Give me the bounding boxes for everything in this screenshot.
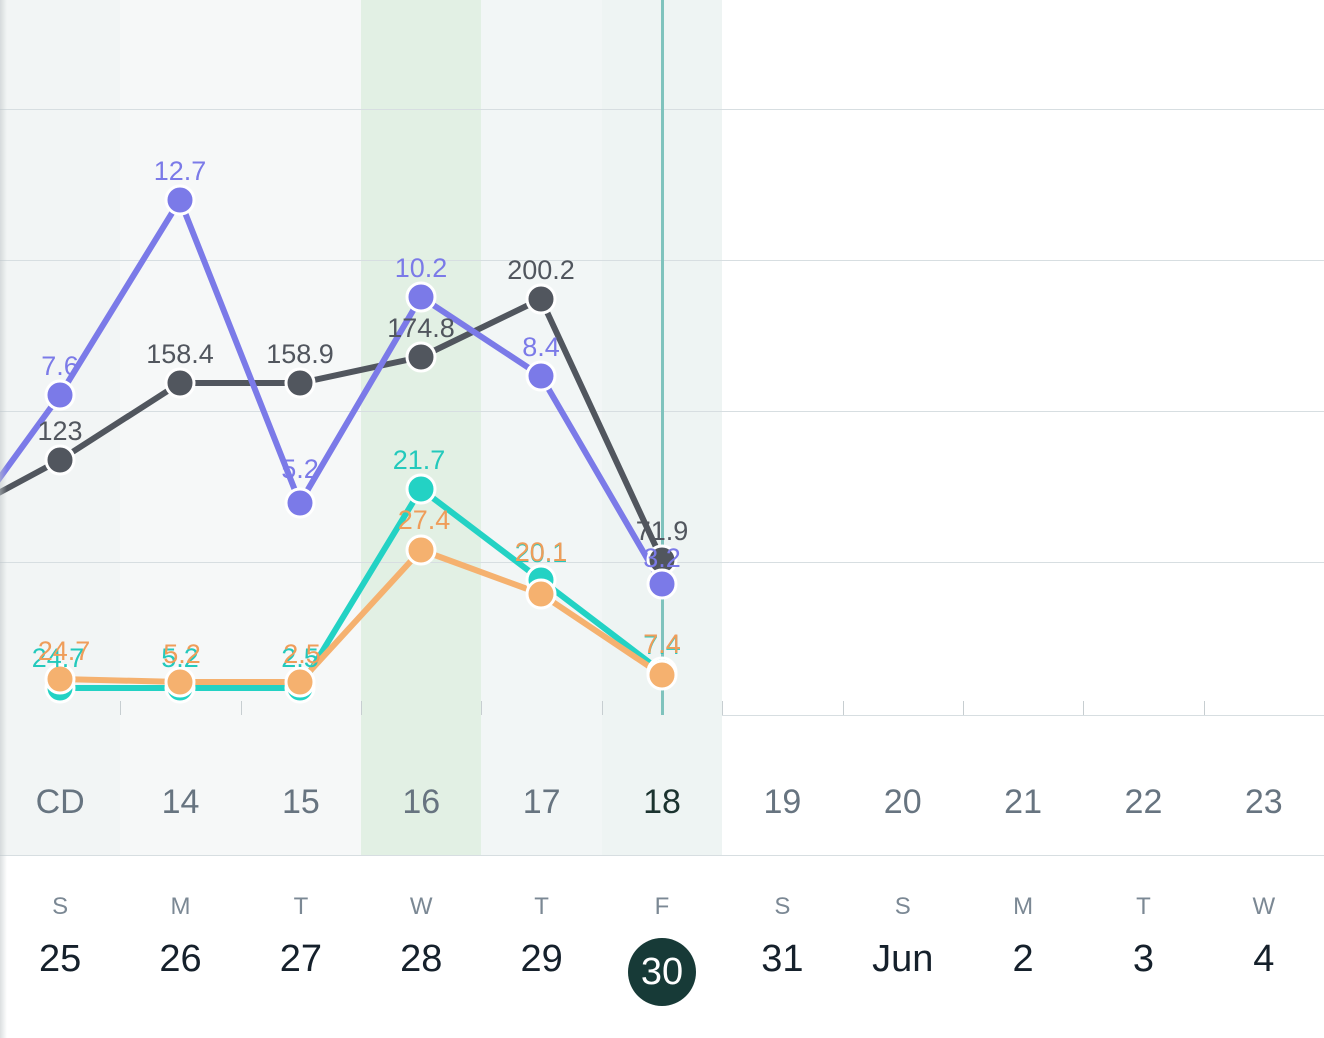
svg-text:24.7: 24.7 bbox=[38, 636, 91, 666]
svg-text:12.7: 12.7 bbox=[154, 156, 207, 186]
svg-text:200.2: 200.2 bbox=[507, 255, 575, 285]
svg-text:7.4: 7.4 bbox=[643, 629, 681, 659]
svg-text:10.2: 10.2 bbox=[395, 253, 448, 283]
svg-text:123: 123 bbox=[37, 416, 82, 446]
svg-text:5.2: 5.2 bbox=[163, 639, 201, 669]
svg-text:20.1: 20.1 bbox=[515, 537, 568, 567]
svg-text:158.4: 158.4 bbox=[146, 339, 214, 369]
svg-text:27.4: 27.4 bbox=[398, 505, 451, 535]
svg-text:8.4: 8.4 bbox=[522, 332, 560, 362]
svg-text:21.7: 21.7 bbox=[393, 445, 446, 475]
svg-text:7.6: 7.6 bbox=[41, 351, 79, 381]
svg-text:2.5: 2.5 bbox=[283, 639, 321, 669]
svg-text:5.2: 5.2 bbox=[281, 454, 319, 484]
svg-text:158.9: 158.9 bbox=[266, 339, 334, 369]
svg-text:3.2: 3.2 bbox=[643, 543, 681, 573]
svg-text:174.8: 174.8 bbox=[387, 313, 455, 343]
svg-text:71.9: 71.9 bbox=[636, 516, 689, 546]
